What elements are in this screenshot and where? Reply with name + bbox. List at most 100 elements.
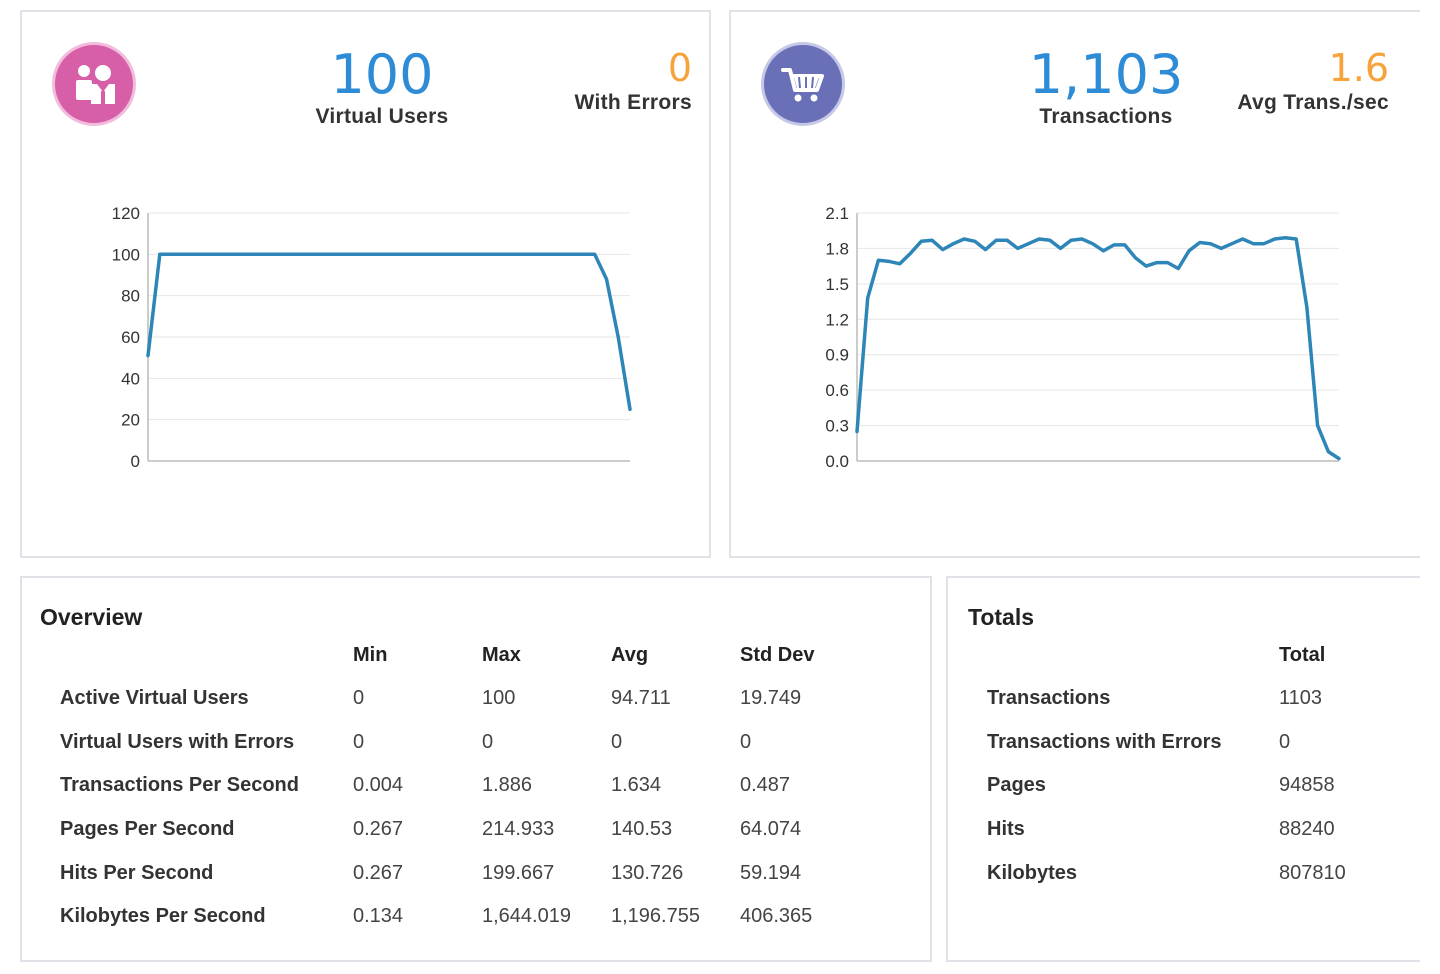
table-row: Pages 94858 bbox=[987, 764, 1399, 808]
errors-metric: 0 With Errors bbox=[542, 46, 692, 116]
max-cell: 0 bbox=[482, 730, 494, 753]
overview-title: Overview bbox=[40, 604, 143, 630]
avg-trans-label: Avg Trans./sec bbox=[1237, 91, 1389, 114]
errors-label: With Errors bbox=[574, 91, 692, 114]
y-tick-label: 80 bbox=[121, 287, 140, 306]
total-cell: 1103 bbox=[1279, 687, 1323, 710]
totals-header-total: Total bbox=[1279, 643, 1326, 666]
virtual-users-label: Virtual Users bbox=[315, 105, 449, 128]
totals-header-row: Total bbox=[987, 633, 1399, 677]
y-tick-label: 0.9 bbox=[825, 346, 849, 365]
table-row: Active Virtual Users 0 100 94.711 19.749 bbox=[60, 677, 869, 721]
virtual-users-metric: 100 Virtual Users bbox=[302, 46, 462, 130]
avg-trans-metric: 1.6 Avg Trans./sec bbox=[1211, 46, 1389, 116]
overview-panel: Overview Min Max Avg Std Dev bbox=[20, 576, 932, 962]
overview-header-blank bbox=[60, 633, 353, 677]
max-cell: 1.886 bbox=[482, 774, 533, 797]
row-label: Kilobytes bbox=[987, 861, 1078, 884]
y-tick-label: 60 bbox=[121, 328, 140, 347]
overview-header-max: Max bbox=[482, 643, 521, 666]
y-tick-label: 0.0 bbox=[825, 452, 849, 471]
table-row: Kilobytes Per Second 0.134 1,644.019 1,1… bbox=[60, 895, 869, 939]
virtual-users-chart: 0 20 40 60 80 100 120 bbox=[112, 204, 632, 471]
std-dev-cell: 64.074 bbox=[740, 818, 802, 841]
row-label: Transactions Per Second bbox=[60, 774, 299, 797]
row-label: Hits Per Second bbox=[60, 861, 214, 884]
totals-header-blank bbox=[987, 633, 1279, 677]
totals-table: Total Transactions 1103 Transactions wit… bbox=[987, 633, 1399, 895]
avg-cell: 1,196.755 bbox=[611, 905, 700, 928]
series-line bbox=[855, 236, 1341, 461]
transactions-metric: 1,103 Transactions bbox=[1006, 46, 1206, 130]
min-cell: 0.267 bbox=[353, 818, 404, 841]
std-dev-cell: 406.365 bbox=[740, 905, 813, 928]
table-row: Pages Per Second 0.267 214.933 140.53 64… bbox=[60, 808, 869, 852]
overview-table: Min Max Avg Std Dev Active Virtual Users… bbox=[60, 633, 869, 939]
transactions-value: 1,103 bbox=[1028, 43, 1184, 106]
overview-header-std-dev: Std Dev bbox=[740, 643, 815, 666]
table-row: Hits 88240 bbox=[987, 808, 1399, 852]
y-tick-label: 1.5 bbox=[825, 275, 849, 294]
overview-header-avg: Avg bbox=[611, 643, 649, 666]
table-row: Transactions Per Second 0.004 1.886 1.63… bbox=[60, 764, 869, 808]
shopping-cart-icon bbox=[761, 42, 845, 126]
row-label: Active Virtual Users bbox=[60, 687, 249, 710]
total-cell: 94858 bbox=[1279, 774, 1335, 797]
min-cell: 0 bbox=[353, 687, 365, 710]
y-tick-label: 2.1 bbox=[825, 204, 849, 223]
min-cell: 0.267 bbox=[353, 861, 404, 884]
std-dev-cell: 0.487 bbox=[740, 774, 791, 797]
totals-panel: Totals Total Transactions 1103 Transacti… bbox=[946, 576, 1420, 962]
series-line bbox=[146, 252, 632, 412]
avg-trans-value: 1.6 bbox=[1328, 46, 1389, 90]
row-label: Transactions with Errors bbox=[987, 730, 1222, 753]
avg-cell: 130.726 bbox=[611, 861, 684, 884]
avg-cell: 0 bbox=[611, 730, 623, 753]
table-row: Kilobytes 807810 bbox=[987, 851, 1399, 895]
total-cell: 807810 bbox=[1279, 861, 1346, 884]
y-tick-label: 1.2 bbox=[825, 310, 849, 329]
row-label: Kilobytes Per Second bbox=[60, 905, 266, 928]
min-cell: 0.134 bbox=[353, 905, 404, 928]
row-label: Pages Per Second bbox=[60, 818, 235, 841]
max-cell: 199.667 bbox=[482, 861, 555, 884]
table-row: Transactions 1103 bbox=[987, 677, 1399, 721]
max-cell: 100 bbox=[482, 687, 516, 710]
row-label: Pages bbox=[987, 774, 1046, 797]
total-cell: 0 bbox=[1279, 730, 1291, 753]
std-dev-cell: 19.749 bbox=[740, 687, 802, 710]
row-label: Transactions bbox=[987, 687, 1111, 710]
y-tick-label: 0.6 bbox=[825, 381, 849, 400]
y-tick-label: 40 bbox=[121, 369, 140, 388]
min-cell: 0.004 bbox=[353, 774, 404, 797]
table-row: Virtual Users with Errors 0 0 0 0 bbox=[60, 721, 869, 765]
avg-cell: 1.634 bbox=[611, 774, 662, 797]
y-tick-label: 0 bbox=[131, 452, 140, 471]
y-tick-label: 1.8 bbox=[825, 239, 849, 258]
std-dev-cell: 0 bbox=[740, 730, 752, 753]
overview-header-min: Min bbox=[353, 643, 388, 666]
total-cell: 88240 bbox=[1279, 818, 1335, 841]
transactions-panel: 1,103 Transactions 1.6 Avg Trans./sec 0.… bbox=[729, 10, 1420, 558]
virtual-users-panel: 100 Virtual Users 0 With Errors 0 20 40 60 8… bbox=[20, 10, 711, 558]
virtual-users-value: 100 bbox=[330, 43, 434, 106]
row-label: Hits bbox=[987, 818, 1025, 841]
transactions-chart: 0.0 0.3 0.6 0.9 1.2 1.5 1.8 2.1 bbox=[825, 204, 1341, 471]
y-tick-label: 100 bbox=[112, 245, 140, 264]
totals-title: Totals bbox=[968, 604, 1035, 630]
table-row: Transactions with Errors 0 bbox=[987, 721, 1399, 765]
avg-cell: 94.711 bbox=[611, 687, 671, 710]
errors-value: 0 bbox=[667, 46, 692, 90]
transactions-label: Transactions bbox=[1039, 105, 1173, 128]
std-dev-cell: 59.194 bbox=[740, 861, 802, 884]
max-cell: 214.933 bbox=[482, 818, 555, 841]
avg-cell: 140.53 bbox=[611, 818, 673, 841]
y-tick-label: 120 bbox=[112, 204, 140, 223]
y-tick-label: 0.3 bbox=[825, 417, 849, 436]
min-cell: 0 bbox=[353, 730, 365, 753]
users-icon bbox=[52, 42, 136, 126]
table-row: Hits Per Second 0.267 199.667 130.726 59… bbox=[60, 851, 869, 895]
y-tick-label: 20 bbox=[121, 411, 140, 430]
row-label: Virtual Users with Errors bbox=[60, 730, 295, 753]
